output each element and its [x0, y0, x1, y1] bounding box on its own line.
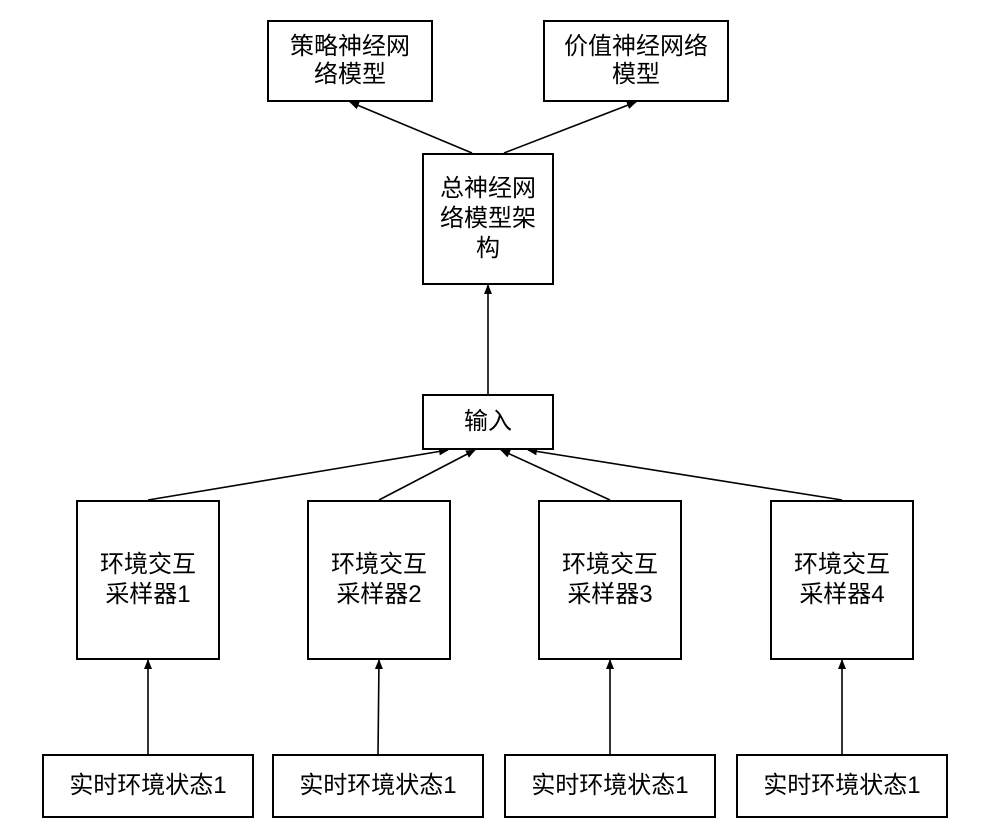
node-label: 实时环境状态1: [763, 772, 920, 800]
node-label: 输入: [464, 408, 512, 436]
node-state-2: 实时环境状态1: [272, 754, 484, 818]
node-state-1: 实时环境状态1: [42, 754, 254, 818]
node-sampler-4: 环境交互采样器4: [770, 500, 914, 660]
node-input: 输入: [422, 394, 554, 450]
node-label: 实时环境状态1: [299, 772, 456, 800]
node-policy-nn: 策略神经网络模型: [267, 20, 433, 102]
node-state-4: 实时环境状态1: [736, 754, 948, 818]
node-value-nn: 价值神经网络模型: [543, 20, 729, 102]
node-label: 实时环境状态1: [531, 772, 688, 800]
node-total-nn: 总神经网络模型架构: [422, 153, 554, 285]
node-sampler-1: 环境交互采样器1: [76, 500, 220, 660]
node-label: 环境交互采样器1: [100, 550, 196, 610]
node-label: 环境交互采样器2: [331, 550, 427, 610]
node-label: 价值神经网络模型: [564, 33, 708, 89]
node-state-3: 实时环境状态1: [504, 754, 716, 818]
node-label: 总神经网络模型架构: [440, 174, 536, 264]
node-label: 实时环境状态1: [69, 772, 226, 800]
node-label: 策略神经网络模型: [290, 33, 410, 89]
node-label: 环境交互采样器4: [794, 550, 890, 610]
node-label: 环境交互采样器3: [562, 550, 658, 610]
node-sampler-3: 环境交互采样器3: [538, 500, 682, 660]
node-sampler-2: 环境交互采样器2: [307, 500, 451, 660]
